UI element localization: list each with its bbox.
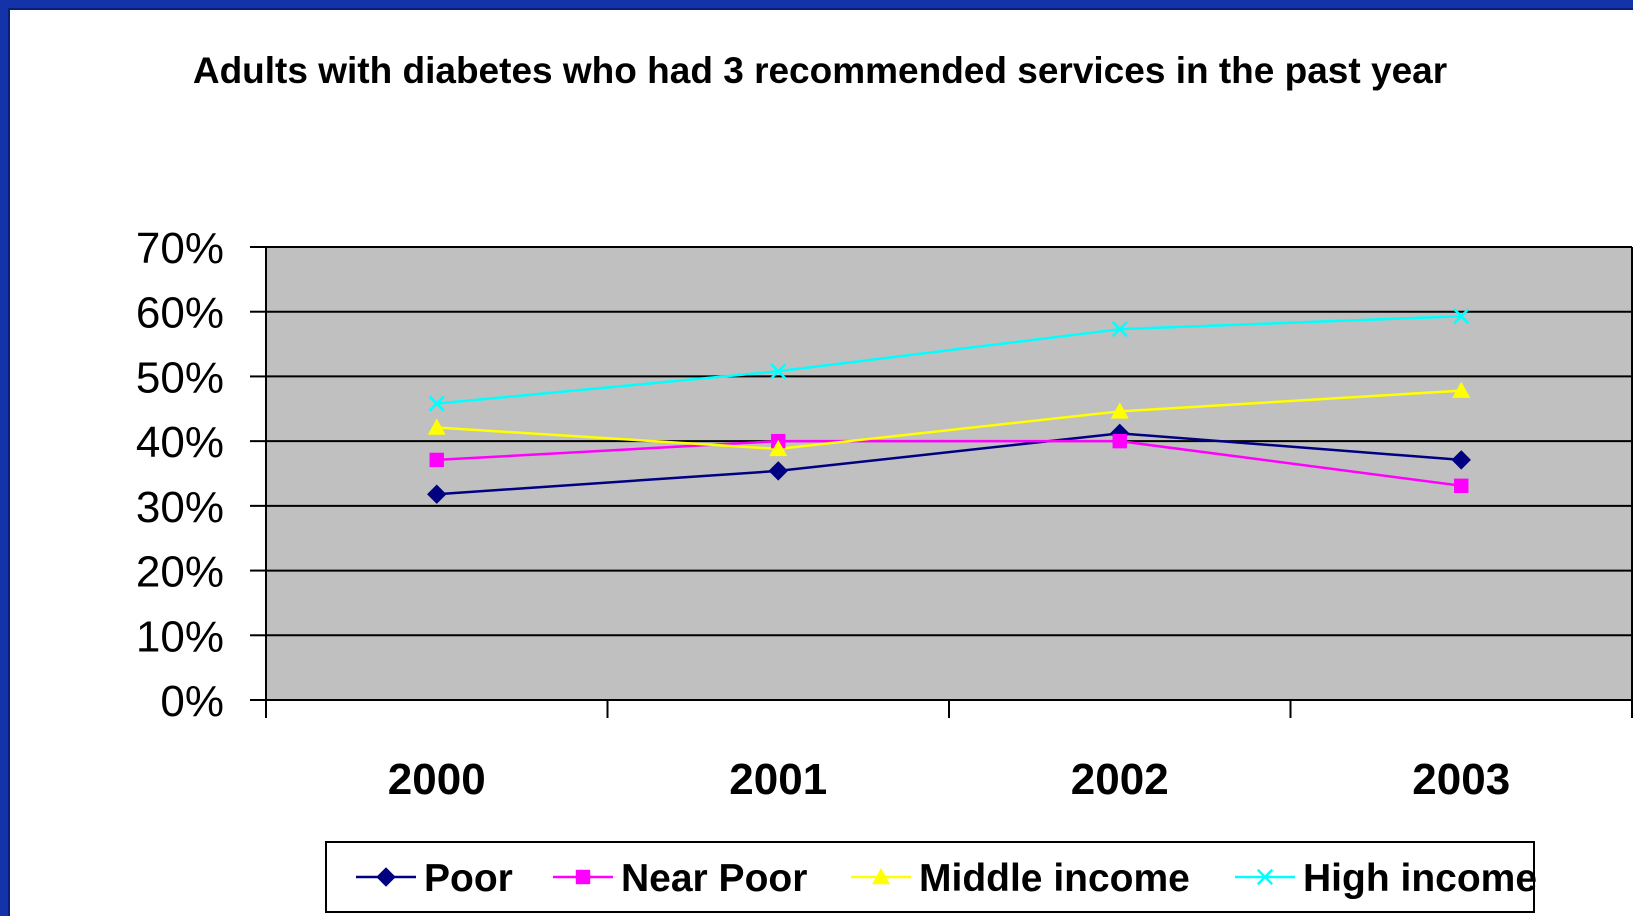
data-point	[768, 461, 788, 481]
legend-label: High income	[1303, 857, 1537, 900]
data-point	[1454, 478, 1469, 493]
legend-marker	[1256, 868, 1274, 886]
y-tick-label: 60%	[136, 289, 224, 338]
legend-label: Near Poor	[621, 857, 807, 900]
legend-marker	[575, 869, 591, 885]
y-tick-label: 10%	[136, 612, 224, 661]
plot-background	[266, 247, 1632, 700]
data-point	[427, 418, 446, 435]
data-point	[428, 395, 445, 412]
series-line-near-poor	[436, 439, 1462, 488]
plot-area	[266, 247, 1632, 700]
y-tick-label: 50%	[136, 353, 224, 402]
data-point	[1452, 381, 1471, 398]
legend-label: Middle income	[919, 857, 1190, 900]
y-tick-label: 30%	[136, 483, 224, 532]
legend-marker	[872, 868, 890, 885]
data-point	[429, 452, 444, 468]
series-markers	[427, 308, 1471, 504]
data-point	[769, 439, 788, 457]
legend: Poor Near Poor Middle income High income	[325, 841, 1537, 913]
legend-box	[325, 841, 1535, 913]
chart-title: Adults with diabetes who had 3 recommend…	[192, 50, 1448, 91]
y-tick-label: 20%	[136, 548, 224, 597]
y-tick-label: 40%	[136, 418, 224, 467]
data-point	[1453, 308, 1470, 325]
y-tick-label: 0%	[160, 677, 224, 726]
data-point	[1112, 433, 1127, 449]
x-tick-label: 2003	[1412, 755, 1510, 804]
axes: 0% 10% 20% 30% 40% 50% 60% 70% 2000 2001 2002 2003	[136, 224, 1633, 804]
data-point	[1111, 321, 1128, 338]
series-line-high-income	[436, 314, 1462, 405]
legend-label: Poor	[424, 857, 513, 900]
series-lines	[436, 314, 1462, 496]
y-tick-label: 70%	[136, 224, 224, 273]
series-line-poor	[436, 432, 1462, 496]
data-point	[770, 363, 787, 380]
data-point	[1451, 450, 1471, 470]
legend-marker	[376, 867, 396, 887]
data-point	[1110, 402, 1129, 419]
series-line-middle-income	[436, 389, 1462, 451]
data-point	[427, 484, 447, 504]
x-tick-label: 2000	[388, 755, 486, 804]
x-tick-label: 2001	[729, 755, 827, 804]
x-tick-label: 2002	[1071, 755, 1169, 804]
